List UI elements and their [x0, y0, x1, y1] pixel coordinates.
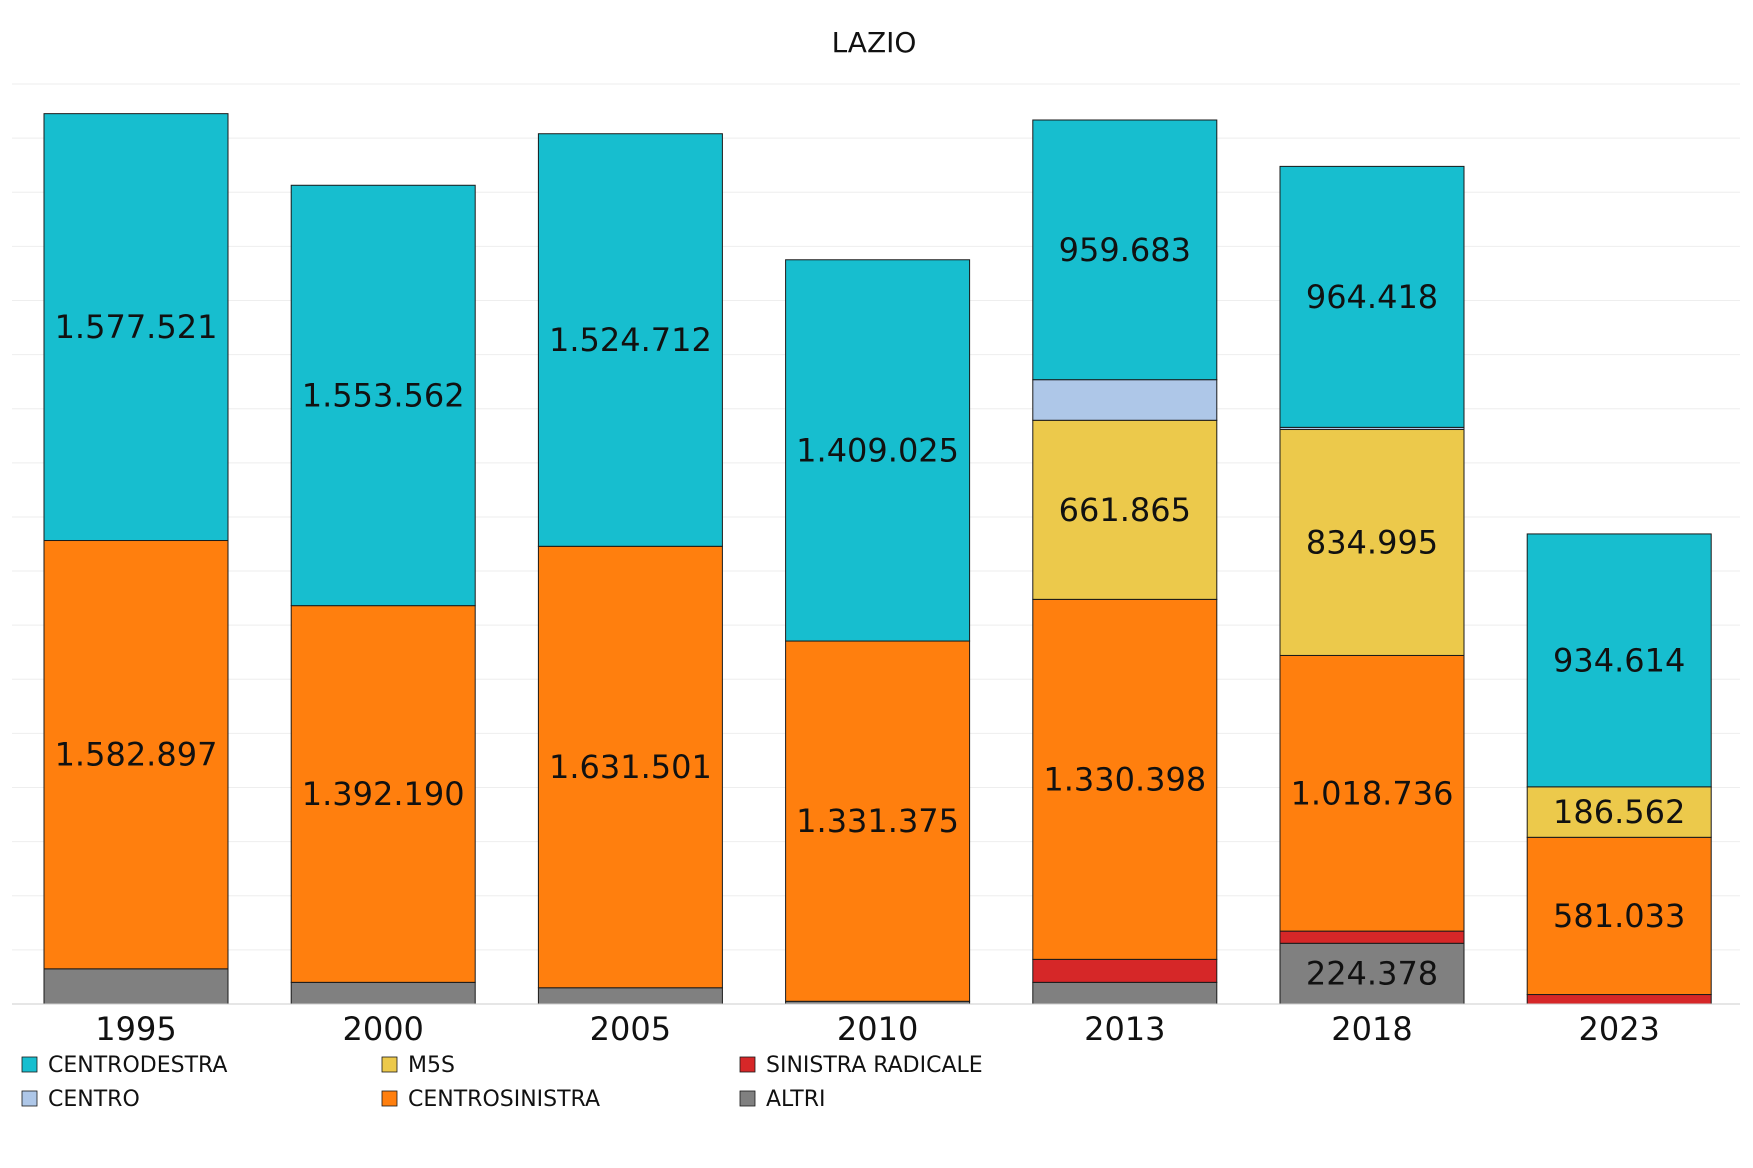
- bar-2018-sinistra-radicale: [1279, 930, 1465, 944]
- data-label-1995-centrodestra: 1.577.521: [55, 308, 218, 346]
- bar-2013-centrosinistra: [1032, 598, 1218, 960]
- data-label-2010-centrodestra: 1.409.025: [796, 431, 959, 469]
- data-labels: 1.582.897 1.577.521 1.392.190 1.553.562 1.63…: [55, 231, 1686, 993]
- x-tick-1995: 1995: [95, 1010, 176, 1048]
- data-label-2018-centrodestra: 964.418: [1306, 278, 1438, 316]
- data-label-2000-centrosinistra: 1.392.190: [302, 775, 465, 813]
- legend-item-centro: CENTRO: [21, 1087, 140, 1112]
- x-tick-2023: 2023: [1578, 1010, 1659, 1048]
- bar-2000-altri: [290, 981, 476, 1005]
- legend-swatch-m5s: [381, 1056, 398, 1073]
- data-label-2000-centrodestra: 1.553.562: [302, 376, 465, 414]
- legend-label-m5s: M5S: [408, 1053, 455, 1078]
- bar-1995-centrodestra: [43, 113, 229, 542]
- bar-2018-centrodestra: [1279, 165, 1465, 428]
- bar-2000-centrosinistra: [290, 605, 476, 983]
- legend-item-sinistra-radicale: SINISTRA RADICALE: [739, 1053, 983, 1078]
- legend-swatch-centro: [21, 1090, 38, 1107]
- bar-2023-sinistra-radicale: [1526, 994, 1712, 1005]
- bar-1995-altri: [43, 968, 229, 1005]
- legend-swatch-centrosinistra: [381, 1090, 398, 1107]
- legend-label-altri: ALTRI: [766, 1087, 826, 1112]
- legend-swatch-sinistra-radicale: [739, 1056, 756, 1073]
- legend-swatch-centrodestra: [21, 1056, 38, 1073]
- x-tick-2013: 2013: [1084, 1010, 1165, 1048]
- legend-item-altri: ALTRI: [739, 1087, 826, 1112]
- bar-2005-altri: [537, 987, 723, 1005]
- legend-label-centrosinistra: CENTROSINISTRA: [408, 1087, 600, 1112]
- x-tick-2018: 2018: [1331, 1010, 1412, 1048]
- bar-2013-centrodestra: [1032, 119, 1218, 381]
- legend-item-centrodestra: CENTRODESTRA: [21, 1053, 227, 1078]
- data-label-2018-m5s: 834.995: [1306, 523, 1438, 561]
- bar-2018-m5s: [1279, 429, 1465, 656]
- bar-2023-centrodestra: [1526, 533, 1712, 788]
- x-tick-2000: 2000: [342, 1010, 423, 1048]
- x-tick-labels: 1995 2000 2005 2010 2013 2018 2023: [95, 1010, 1660, 1048]
- bar-2005-centrosinistra: [537, 545, 723, 989]
- bar-2000-centrodestra: [290, 184, 476, 607]
- legend-item-m5s: M5S: [381, 1053, 455, 1078]
- chart-title: LAZIO: [832, 26, 917, 59]
- bars: [43, 113, 1712, 1005]
- data-label-2023-centrodestra: 934.614: [1553, 641, 1685, 679]
- data-label-2013-m5s: 661.865: [1059, 491, 1191, 529]
- bar-2010-centrosinistra: [785, 640, 971, 1002]
- bar-2010-centrodestra: [785, 259, 971, 642]
- data-label-2005-centrodestra: 1.524.712: [549, 321, 712, 359]
- data-label-2005-centrosinistra: 1.631.501: [549, 748, 712, 786]
- bar-2013-centro: [1032, 379, 1218, 421]
- bar-2013-altri: [1032, 981, 1218, 1005]
- bar-2013-sinistra-radicale: [1032, 958, 1218, 983]
- data-label-2010-centrosinistra: 1.331.375: [796, 802, 959, 840]
- legend-label-centrodestra: CENTRODESTRA: [48, 1053, 227, 1078]
- legend-swatch-altri: [739, 1090, 756, 1107]
- data-label-2013-centrodestra: 959.683: [1059, 231, 1191, 269]
- bar-2005-centrodestra: [537, 133, 723, 547]
- legend: CENTRODESTRA M5S SINISTRA RADICALE CENTRO CE…: [21, 1053, 983, 1112]
- data-label-1995-centrosinistra: 1.582.897: [55, 736, 218, 774]
- data-label-2018-altri: 224.378: [1306, 955, 1438, 993]
- x-tick-2005: 2005: [590, 1010, 671, 1048]
- legend-label-centro: CENTRO: [48, 1087, 140, 1112]
- bar-1995-centrosinistra: [43, 540, 229, 970]
- data-label-2013-centrosinistra: 1.330.398: [1043, 760, 1206, 798]
- legend-label-sinistra-radicale: SINISTRA RADICALE: [766, 1053, 983, 1078]
- bar-2013-m5s: [1032, 419, 1218, 600]
- legend-item-centrosinistra: CENTROSINISTRA: [381, 1087, 600, 1112]
- x-tick-2010: 2010: [837, 1010, 918, 1048]
- data-label-2018-centrosinistra: 1.018.736: [1291, 774, 1454, 812]
- data-label-2023-centrosinistra: 581.033: [1553, 897, 1685, 935]
- data-label-2023-m5s: 186.562: [1553, 793, 1685, 831]
- bar-2023-centrosinistra: [1526, 836, 1712, 996]
